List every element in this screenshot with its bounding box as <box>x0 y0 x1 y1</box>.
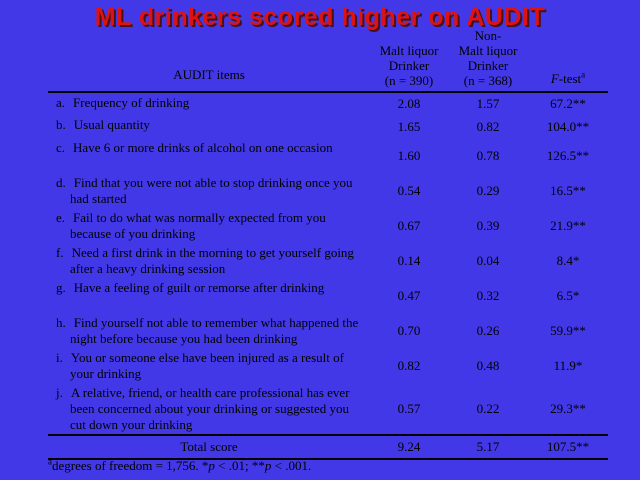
audit-item-label: j. A relative, friend, or health care pro… <box>56 385 350 432</box>
ml-drinker-value: 2.08 <box>397 96 421 111</box>
ml-drinker-value: 1.60 <box>397 147 421 163</box>
non-ml-drinker-value: 0.22 <box>476 400 500 416</box>
audit-item-label: g. Have a feeling of guilt or remorse aft… <box>56 280 325 295</box>
f-test-label-rest: -test <box>558 71 582 86</box>
f-test-value: 67.2** <box>550 96 586 111</box>
ml-drinker-total: 9.24 <box>370 434 448 460</box>
non-ml-drinker-value: 0.26 <box>476 322 500 338</box>
col-header-audit-items: AUDIT items <box>48 28 370 93</box>
f-test-value: 29.3** <box>550 400 586 416</box>
table-row: a. Frequency of drinking 2.08 1.57 67.2** <box>48 92 608 115</box>
audit-item-label: b. Usual quantity <box>56 117 150 132</box>
audit-item-label: e. Fail to do what was normally expected … <box>56 210 326 241</box>
audit-item-label: i. You or someone else have been injured … <box>56 350 344 381</box>
non-ml-drinker-value: 0.29 <box>476 182 500 198</box>
table-row: i. You or someone else have been injured … <box>48 348 608 383</box>
ml-drinker-value: 0.54 <box>397 182 421 198</box>
table-row: d. Find that you were not able to stop dr… <box>48 173 608 208</box>
f-test-label-italic: F <box>550 71 559 86</box>
ml-drinker-value: 0.67 <box>397 217 421 233</box>
f-test-value: 104.0** <box>546 118 590 134</box>
non-ml-drinker-value: 0.48 <box>476 357 500 373</box>
non-ml-drinker-value: 0.04 <box>476 252 500 268</box>
f-test-value: 6.5* <box>556 287 580 303</box>
col-header-malt-liquor-drinker: Malt liquor Drinker (n = 390) <box>370 28 448 93</box>
table-row: c. Have 6 or more drinks of alcohol on on… <box>48 138 608 173</box>
f-test-value: 8.4* <box>556 252 580 268</box>
f-test-value: 11.9* <box>553 357 583 373</box>
ml-drinker-value: 0.14 <box>397 252 421 268</box>
non-ml-drinker-value: 0.39 <box>476 217 500 233</box>
footnote-marker: a <box>48 456 52 467</box>
slide-title: ML drinkers scored higher on AUDIT <box>94 3 546 31</box>
non-ml-drinker-value: 0.78 <box>476 147 500 163</box>
audit-item-label: c. Have 6 or more drinks of alcohol on on… <box>56 140 333 155</box>
ml-drinker-value: 0.47 <box>397 287 421 303</box>
table-row: j. A relative, friend, or health care pro… <box>48 383 608 435</box>
table-row: b. Usual quantity 1.65 0.82 104.0** <box>48 115 608 138</box>
f-test-value: 16.5** <box>550 182 586 198</box>
table-header-row: AUDIT items Malt liquor Drinker (n = 390… <box>48 28 608 93</box>
f-test-value: 59.9** <box>550 322 586 338</box>
table-row: e. Fail to do what was normally expected … <box>48 208 608 243</box>
col-header-non-malt-liquor-drinker: Non- Malt liquor Drinker (n = 368) <box>448 28 528 93</box>
f-test-total: 107.5** <box>528 434 608 460</box>
audit-item-label: f. Need a first drink in the morning to g… <box>56 245 354 276</box>
ml-drinker-value: 1.65 <box>397 118 421 134</box>
total-score-row: Total score 9.24 5.17 107.5** <box>48 434 608 460</box>
f-test-footnote-marker: a <box>581 69 586 80</box>
table-footnote: adegrees of freedom = 1,756. *p < .01; *… <box>48 456 312 473</box>
audit-item-label: a. Frequency of drinking <box>56 95 190 110</box>
total-score-label: Total score <box>48 434 370 460</box>
ml-drinker-value: 0.57 <box>397 400 421 416</box>
f-test-value: 21.9** <box>550 217 586 233</box>
ml-drinker-value: 0.70 <box>397 322 421 338</box>
audit-table: AUDIT items Malt liquor Drinker (n = 390… <box>48 28 608 460</box>
col-header-f-test: F-testa <box>528 28 608 93</box>
f-test-value: 126.5** <box>546 147 590 163</box>
ml-drinker-value: 0.82 <box>397 357 421 373</box>
table-row: f. Need a first drink in the morning to g… <box>48 243 608 278</box>
non-ml-drinker-value: 1.57 <box>476 96 500 111</box>
non-ml-drinker-value: 0.82 <box>476 118 500 134</box>
non-ml-drinker-total: 5.17 <box>448 434 528 460</box>
audit-item-label: h. Find yourself not able to remember wha… <box>56 315 359 346</box>
table-row: h. Find yourself not able to remember wha… <box>48 313 608 348</box>
audit-item-label: d. Find that you were not able to stop dr… <box>56 175 353 206</box>
non-ml-drinker-value: 0.32 <box>476 287 500 303</box>
table-row: g. Have a feeling of guilt or remorse aft… <box>48 278 608 313</box>
